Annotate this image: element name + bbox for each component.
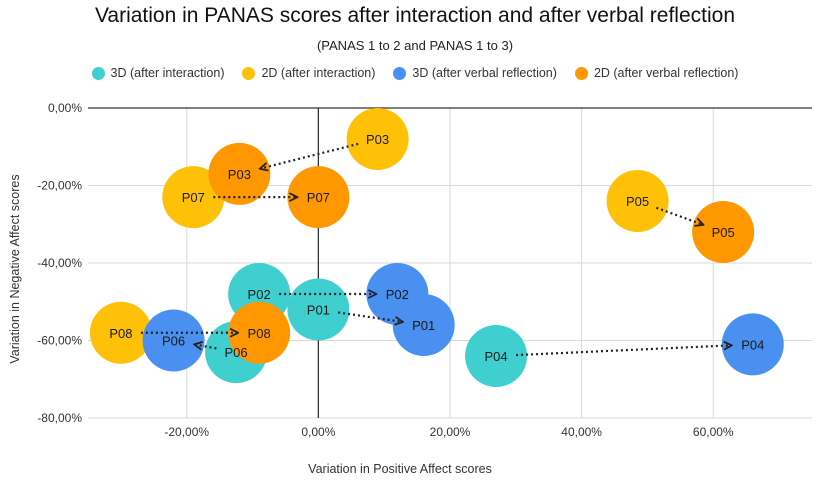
data-point [89,301,152,364]
data-point [606,170,669,232]
data-point [287,278,350,341]
legend-swatch-2d-interaction [242,66,256,80]
y-tick-label: -80,00% [37,411,82,425]
data-point [287,166,350,229]
data-label: P08 [248,326,271,341]
data-label: P02 [248,287,271,302]
y-tick-label: -40,00% [37,256,82,270]
legend-swatch-2d-reflection [574,66,588,80]
legend-label-2d-reflection: 2D (after verbal reflection) [593,66,739,80]
x-tick-label: 0,00% [301,425,335,439]
data-label: P03 [366,132,389,147]
data-point [162,166,225,229]
data-point [208,142,271,205]
legend-swatch-3d-reflection [393,66,407,80]
data-point [465,325,528,387]
data-label: P07 [307,190,330,205]
x-tick-label: 20,00% [430,425,471,439]
y-tick-label: -60,00% [37,334,82,348]
x-tick-label: 40,00% [561,425,602,439]
x-tick-label: 60,00% [693,425,734,439]
transition-arrow [337,311,402,321]
data-point [721,313,784,376]
data-label: P02 [386,287,409,302]
chart-subtitle: (PANAS 1 to 2 and PANAS 1 to 3) [316,38,514,53]
x-tick-label: -20,00% [164,425,209,439]
data-label: P05 [712,225,735,240]
data-point [142,309,205,372]
transition-arrow [656,206,702,225]
data-point [228,301,291,364]
legend-label-3d-reflection: 3D (after verbal reflection) [412,66,557,80]
legend-label-2d-interaction: 2D (after interaction) [261,66,376,80]
transition-arrow [195,345,217,349]
data-point [392,294,455,356]
data-point [346,108,409,170]
y-axis-label: Variation in Negative Affect scores [8,174,22,364]
transition-arrow [516,345,731,357]
legend-item-3d-reflection: 3D (after verbal reflection) [393,66,557,80]
data-label: P07 [182,190,205,205]
data-label: P04 [485,349,508,364]
legend-item-2d-interaction: 2D (after interaction) [242,66,375,80]
transition-arrow [261,142,359,169]
data-label: P04 [741,337,764,352]
data-label: P06 [225,345,248,360]
data-label: P05 [626,194,649,209]
y-tick-label: -20,00% [37,179,82,193]
legend-swatch-3d-interaction [91,66,105,80]
data-label: P08 [109,326,132,341]
chart-title: Variation in PANAS scores after interact… [94,4,736,27]
chart-legend: 3D (after interaction) 2D (after interac… [0,66,830,80]
legend-item-3d-interaction: 3D (after interaction) [91,66,225,80]
data-label: P01 [412,318,435,333]
data-label: P01 [307,303,330,318]
data-label: P06 [162,334,185,349]
x-axis-label: Variation in Positive Affect scores [308,462,492,476]
legend-label-3d-interaction: 3D (after interaction) [110,66,225,80]
data-point [692,201,755,263]
data-label: P03 [228,167,251,182]
y-tick-label: 0,00% [48,101,82,115]
legend-item-2d-reflection: 2D (after verbal reflection) [574,66,739,80]
